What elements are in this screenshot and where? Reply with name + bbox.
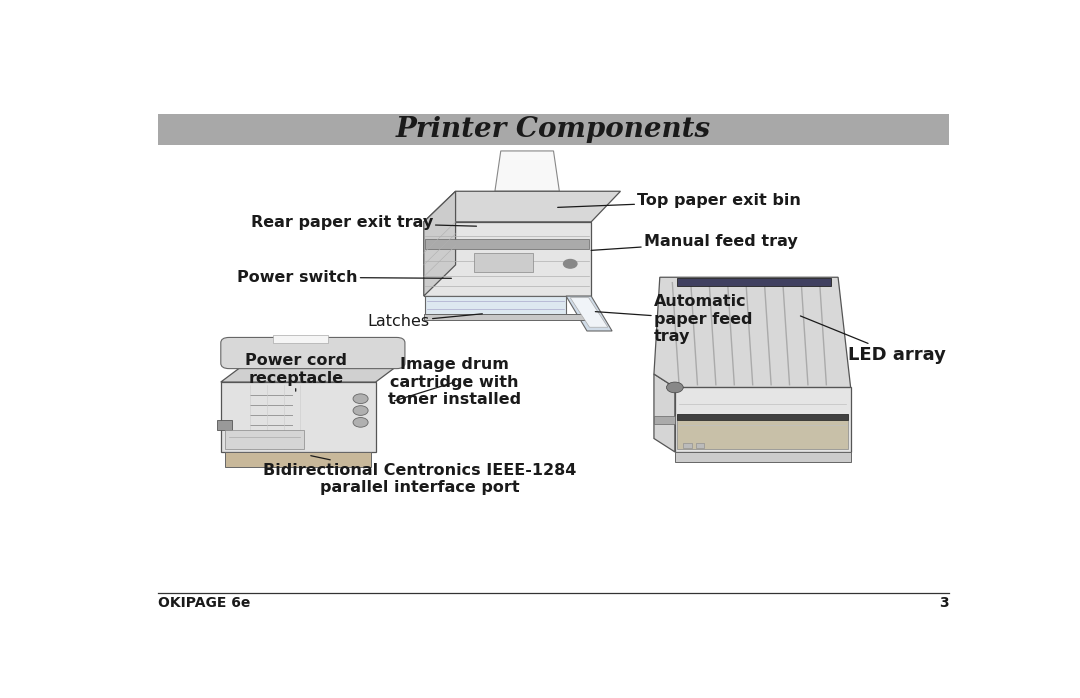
Text: Printer Components: Printer Components xyxy=(396,116,711,143)
FancyBboxPatch shape xyxy=(220,337,405,369)
Circle shape xyxy=(353,417,368,427)
Bar xyxy=(225,431,305,450)
Text: Rear paper exit tray: Rear paper exit tray xyxy=(251,215,476,230)
Polygon shape xyxy=(423,191,620,222)
Circle shape xyxy=(666,382,684,393)
Bar xyxy=(426,239,590,248)
Polygon shape xyxy=(423,222,591,296)
Text: Image drum
cartridge with
toner installed: Image drum cartridge with toner installe… xyxy=(388,357,522,407)
Polygon shape xyxy=(423,191,456,296)
Circle shape xyxy=(353,394,368,403)
Text: Power cord
receptacle: Power cord receptacle xyxy=(245,353,347,391)
Polygon shape xyxy=(653,277,851,387)
Polygon shape xyxy=(570,297,608,327)
Text: OKIPAGE 6e: OKIPAGE 6e xyxy=(159,597,251,611)
Bar xyxy=(423,314,591,320)
Polygon shape xyxy=(675,387,851,452)
Text: Top paper exit bin: Top paper exit bin xyxy=(557,193,801,209)
Bar xyxy=(217,419,232,431)
Bar xyxy=(675,452,851,461)
Bar xyxy=(159,114,948,145)
Bar xyxy=(677,414,848,450)
Bar xyxy=(676,279,832,286)
Bar xyxy=(677,414,848,420)
Text: Manual feed tray: Manual feed tray xyxy=(591,235,798,251)
Text: Power switch: Power switch xyxy=(238,269,451,285)
Text: Bidirectional Centronics IEEE-1284
parallel interface port: Bidirectional Centronics IEEE-1284 paral… xyxy=(262,456,577,495)
Bar xyxy=(474,253,532,272)
Polygon shape xyxy=(220,363,401,382)
Polygon shape xyxy=(426,296,566,315)
Circle shape xyxy=(564,260,577,268)
Polygon shape xyxy=(495,151,559,191)
Polygon shape xyxy=(225,452,372,467)
Bar xyxy=(696,443,704,447)
Bar xyxy=(653,416,675,424)
Bar xyxy=(684,443,691,447)
Polygon shape xyxy=(220,382,376,452)
Text: Latches: Latches xyxy=(367,314,483,329)
Bar xyxy=(273,335,327,343)
Polygon shape xyxy=(653,374,675,452)
Text: 3: 3 xyxy=(939,597,948,611)
Text: Automatic
paper feed
tray: Automatic paper feed tray xyxy=(595,295,753,344)
Circle shape xyxy=(353,406,368,415)
Polygon shape xyxy=(566,296,612,331)
Text: LED array: LED array xyxy=(800,316,946,364)
